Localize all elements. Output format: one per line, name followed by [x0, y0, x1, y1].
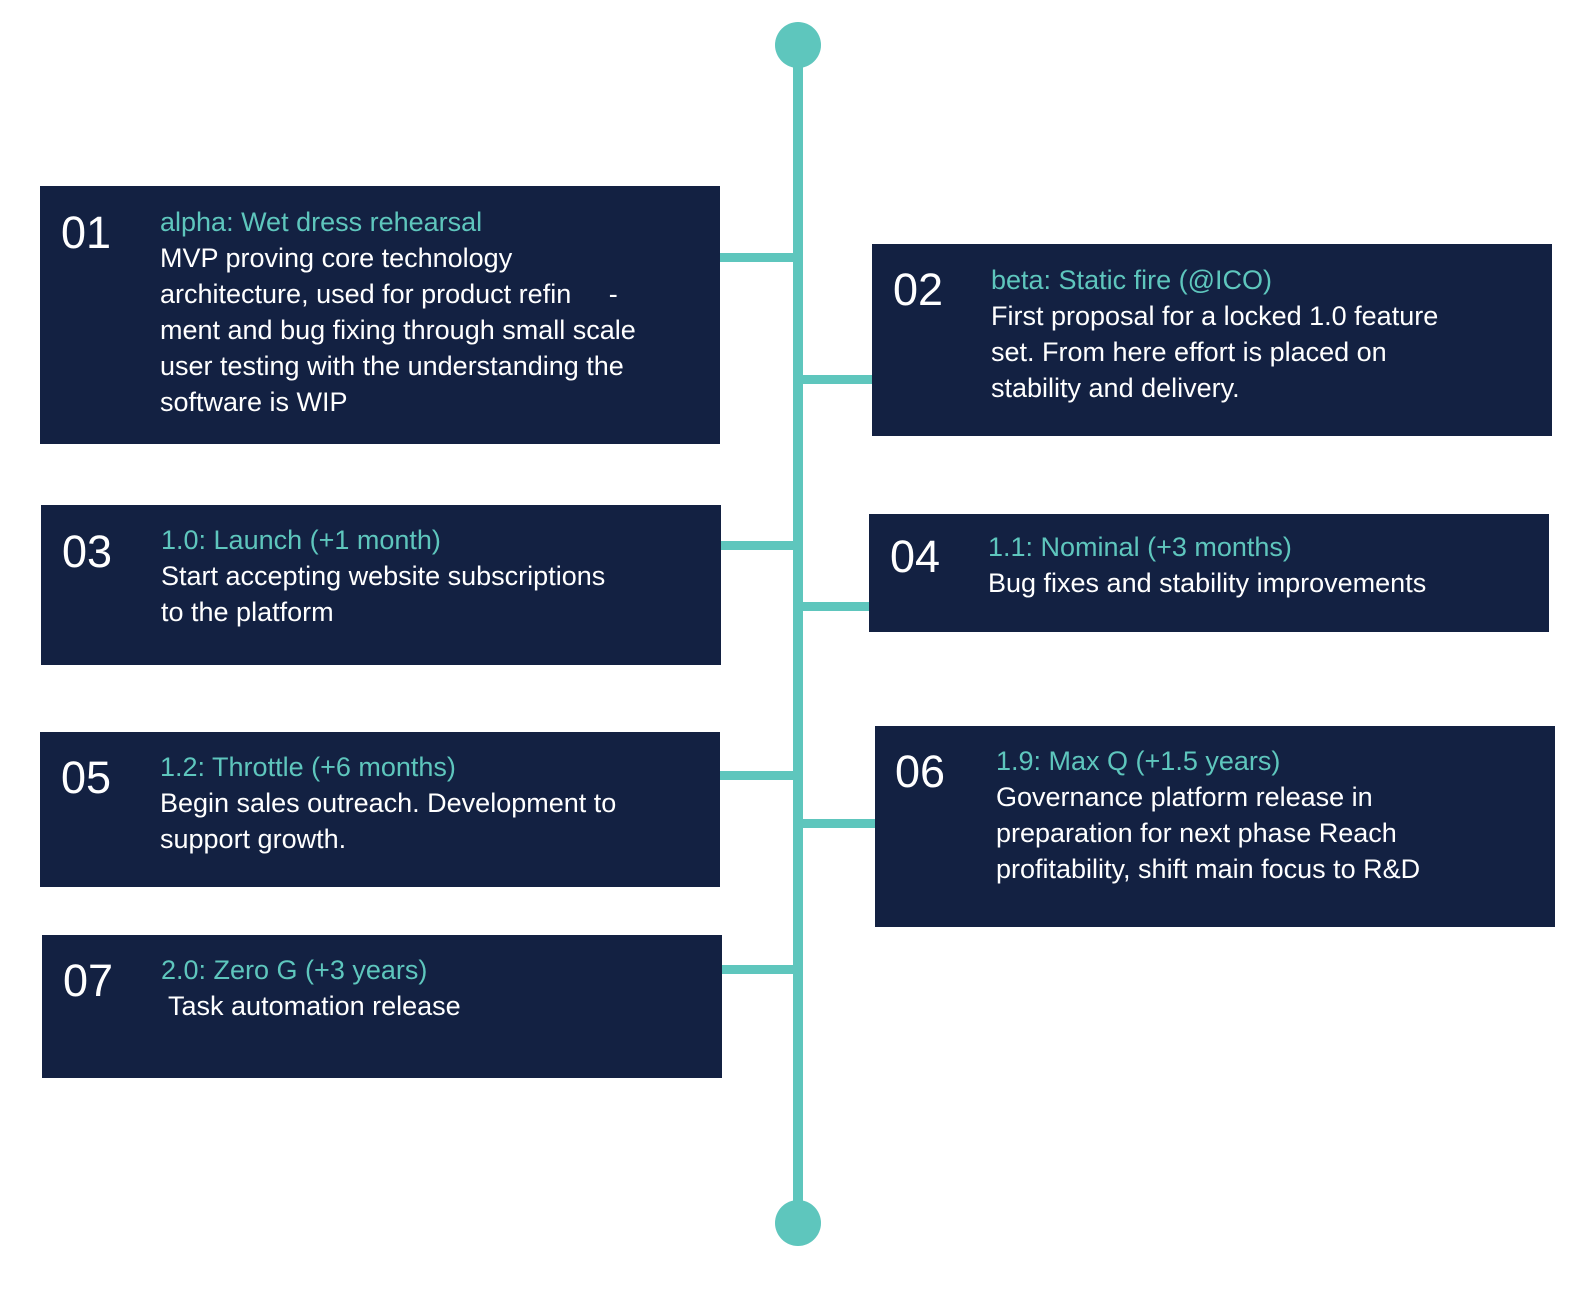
- timeline-end-node: [775, 1200, 821, 1246]
- milestone-title: 1.1: Nominal (+3 months): [988, 532, 1292, 562]
- milestone-description: First proposal for a locked 1.0 feature …: [991, 298, 1438, 406]
- description-line: to the platform: [161, 597, 334, 627]
- description-line: Task automation release: [161, 991, 461, 1021]
- connector-01: [720, 253, 798, 262]
- description-line: Bug fixes and stability improvements: [988, 568, 1427, 598]
- milestone-card-01: 01 alpha: Wet dress rehearsal MVP provin…: [40, 186, 720, 444]
- timeline-spine: [793, 44, 803, 1224]
- milestone-number: 06: [895, 746, 946, 797]
- milestone-number: 05: [61, 752, 112, 803]
- description-line: Governance platform release in: [996, 782, 1373, 812]
- milestone-title: 1.2: Throttle (+6 months): [160, 752, 456, 782]
- milestone-description: Bug fixes and stability improvements: [988, 565, 1426, 601]
- description-line: MVP proving core technology: [160, 243, 513, 273]
- description-line: preparation for next phase Reach: [996, 818, 1397, 848]
- description-line: ment and bug fixing through small scale: [160, 315, 636, 345]
- milestone-title: 2.0: Zero G (+3 years): [161, 955, 428, 985]
- milestone-card-03: 03 1.0: Launch (+1 month) Start acceptin…: [41, 505, 721, 665]
- milestone-number: 07: [63, 955, 114, 1006]
- milestone-title: beta: Static fire (@ICO): [991, 265, 1272, 295]
- connector-07: [722, 965, 798, 974]
- milestone-title: 1.0: Launch (+1 month): [161, 525, 441, 555]
- milestone-card-06: 06 1.9: Max Q (+1.5 years) Governance pl…: [875, 726, 1555, 927]
- milestone-number: 03: [62, 526, 113, 577]
- milestone-description: Start accepting website subscriptions to…: [161, 558, 605, 630]
- milestone-description: Governance platform release in preparati…: [996, 779, 1420, 887]
- milestone-description: Begin sales outreach. Development to sup…: [160, 785, 616, 857]
- milestone-card-07: 07 2.0: Zero G (+3 years) Task automatio…: [42, 935, 722, 1078]
- connector-04: [798, 602, 869, 611]
- timeline-start-node: [775, 22, 821, 68]
- description-line: support growth.: [160, 824, 347, 854]
- description-line: profitability, shift main focus to R&D: [996, 854, 1421, 884]
- description-line: Start accepting website subscriptions: [161, 561, 606, 591]
- milestone-number: 01: [61, 207, 112, 258]
- milestone-number: 04: [890, 531, 941, 582]
- connector-05: [720, 771, 798, 780]
- description-line: architecture, used for product refin -: [160, 279, 618, 309]
- milestone-title: 1.9: Max Q (+1.5 years): [996, 746, 1281, 776]
- description-line: set. From here effort is placed on: [991, 337, 1387, 367]
- milestone-title: alpha: Wet dress rehearsal: [160, 207, 483, 237]
- milestone-card-04: 04 1.1: Nominal (+3 months) Bug fixes an…: [869, 514, 1549, 632]
- description-line: software is WIP: [160, 387, 348, 417]
- connector-03: [721, 541, 798, 550]
- connector-06: [798, 819, 875, 828]
- description-line: user testing with the understanding the: [160, 351, 624, 381]
- description-line: First proposal for a locked 1.0 feature: [991, 301, 1439, 331]
- milestone-description: MVP proving core technology architecture…: [160, 240, 636, 420]
- milestone-card-02: 02 beta: Static fire (@ICO) First propos…: [872, 244, 1552, 436]
- milestone-number: 02: [893, 264, 944, 315]
- milestone-description: Task automation release: [161, 988, 461, 1024]
- milestone-card-05: 05 1.2: Throttle (+6 months) Begin sales…: [40, 732, 720, 887]
- description-line: stability and delivery.: [991, 373, 1240, 403]
- description-line: Begin sales outreach. Development to: [160, 788, 617, 818]
- connector-02: [798, 375, 872, 384]
